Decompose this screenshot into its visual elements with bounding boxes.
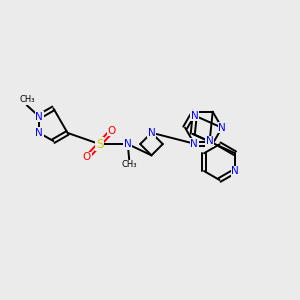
Text: S: S bbox=[96, 138, 103, 151]
Text: N: N bbox=[124, 139, 132, 149]
Text: N: N bbox=[35, 112, 43, 122]
Text: CH₃: CH₃ bbox=[122, 160, 137, 169]
Text: N: N bbox=[231, 166, 239, 176]
Text: O: O bbox=[83, 152, 91, 162]
Text: N: N bbox=[191, 111, 199, 121]
Text: N: N bbox=[190, 139, 198, 149]
Text: CH₃: CH₃ bbox=[19, 95, 34, 104]
Text: N: N bbox=[35, 128, 43, 138]
Text: N: N bbox=[218, 123, 226, 133]
Text: N: N bbox=[206, 136, 214, 146]
Text: O: O bbox=[108, 126, 116, 136]
Text: N: N bbox=[148, 128, 155, 138]
